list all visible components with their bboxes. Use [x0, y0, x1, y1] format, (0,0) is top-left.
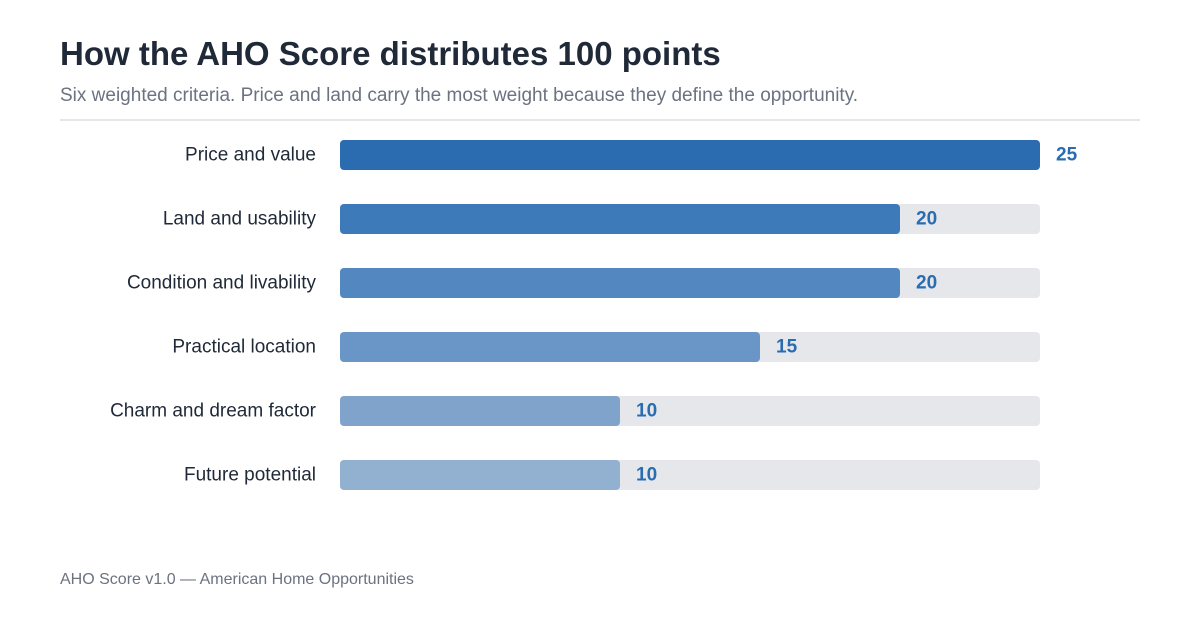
category-label: Future potential [184, 465, 316, 486]
header-divider [60, 119, 1140, 121]
value-label: 20 [916, 209, 937, 230]
bar [340, 460, 620, 490]
value-label: 15 [776, 337, 798, 358]
value-label: 20 [916, 273, 937, 294]
bar-chart: Price and value 25 Land and usability 20 Con… [110, 140, 1078, 490]
bar [340, 204, 900, 234]
bar [340, 332, 760, 362]
chart-title: How the AHO Score distributes 100 points [60, 35, 721, 72]
bar [340, 268, 900, 298]
category-label: Price and value [185, 145, 316, 166]
category-label: Practical location [172, 337, 316, 358]
category-label: Condition and livability [127, 273, 317, 294]
chart-subtitle: Six weighted criteria. Price and land ca… [60, 85, 859, 106]
value-label: 10 [636, 401, 657, 422]
bar [340, 396, 620, 426]
category-label: Charm and dream factor [110, 401, 317, 422]
value-label: 25 [1056, 145, 1078, 166]
category-label: Land and usability [163, 209, 317, 230]
footer-note: AHO Score v1.0 — American Home Opportuni… [60, 571, 414, 588]
value-label: 10 [636, 465, 657, 486]
bar [340, 140, 1040, 170]
